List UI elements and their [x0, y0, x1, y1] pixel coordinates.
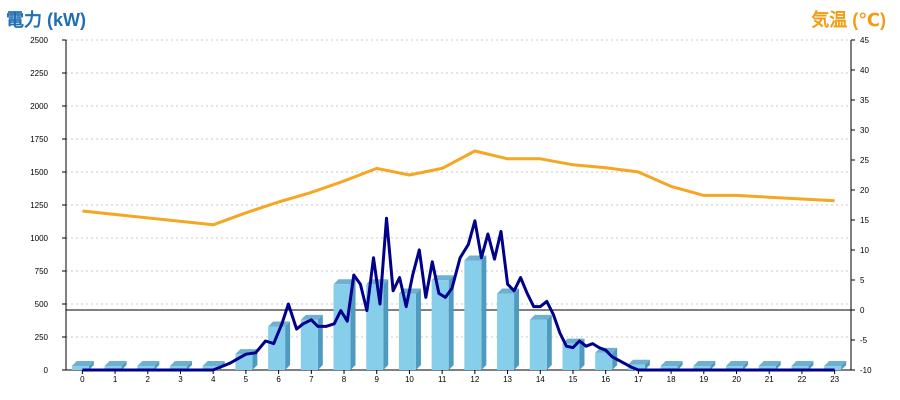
x-tick-label: 0 [80, 375, 85, 384]
bar [627, 359, 650, 370]
bar [104, 361, 127, 370]
bar [268, 321, 291, 370]
bar [758, 361, 781, 370]
x-tick-label: 7 [309, 375, 314, 384]
left-tick-label: 0 [44, 366, 49, 375]
bar [660, 361, 683, 370]
bar [431, 275, 454, 370]
left-tick-label: 1750 [30, 135, 48, 144]
x-tick-label: 12 [470, 375, 479, 384]
left-tick-label: 1500 [30, 168, 48, 177]
temperature-line [82, 149, 835, 227]
right-tick-label: 15 [860, 216, 869, 225]
x-tick-label: 20 [732, 375, 741, 384]
right-tick-label: 20 [860, 186, 869, 195]
right-tick-label: 0 [860, 306, 865, 315]
bar [71, 361, 94, 370]
left-tick-label: 1000 [30, 234, 48, 243]
right-tick-label: 35 [860, 96, 869, 105]
x-tick-label: 21 [765, 375, 774, 384]
x-tick-label: 19 [699, 375, 708, 384]
right-tick-label: -5 [860, 336, 868, 345]
left-tick-label: 500 [35, 300, 49, 309]
x-tick-label: 16 [601, 375, 610, 384]
right-tick-label: 5 [860, 276, 865, 285]
x-tick-label: 18 [667, 375, 676, 384]
left-tick-label: 250 [35, 333, 49, 342]
right-tick-label: 10 [860, 246, 869, 255]
x-tick-label: 22 [797, 375, 806, 384]
right-axis-title: 気温 (℃) [811, 10, 886, 30]
x-tick-label: 3 [178, 375, 183, 384]
right-tick-label: -10 [860, 366, 872, 375]
x-tick-label: 5 [244, 375, 249, 384]
x-tick-label: 17 [634, 375, 643, 384]
x-tick-label: 8 [342, 375, 347, 384]
left-tick-label: 2500 [30, 36, 48, 45]
x-tick-label: 9 [375, 375, 380, 384]
x-tick-label: 23 [830, 375, 839, 384]
x-tick-label: 10 [405, 375, 414, 384]
right-tick-label: 25 [860, 156, 869, 165]
left-tick-label: 750 [35, 267, 49, 276]
bar [333, 279, 356, 370]
bar [137, 361, 160, 370]
left-tick-label: 2000 [30, 102, 48, 111]
bar [300, 314, 323, 370]
bar [497, 288, 520, 370]
bar [464, 255, 487, 370]
left-tick-label: 1250 [30, 201, 48, 210]
x-tick-label: 4 [211, 375, 216, 384]
x-tick-label: 6 [276, 375, 281, 384]
bar [398, 288, 421, 370]
x-tick-label: 1 [113, 375, 118, 384]
right-tick-label: 40 [860, 66, 869, 75]
left-axis-title: 電力 (kW) [6, 10, 86, 30]
bar [529, 314, 552, 370]
x-tick-label: 15 [569, 375, 578, 384]
right-tick-label: 45 [860, 36, 869, 45]
x-tick-label: 11 [438, 375, 447, 384]
right-tick-label: 30 [860, 126, 869, 135]
bar [824, 361, 847, 370]
power-line [82, 216, 835, 372]
bar [169, 361, 192, 370]
x-tick-label: 13 [503, 375, 512, 384]
left-tick-label: 2250 [30, 69, 48, 78]
x-tick-label: 14 [536, 375, 545, 384]
bar [693, 361, 716, 370]
bar [791, 361, 814, 370]
x-tick-label: 2 [146, 375, 151, 384]
bar [726, 361, 749, 370]
